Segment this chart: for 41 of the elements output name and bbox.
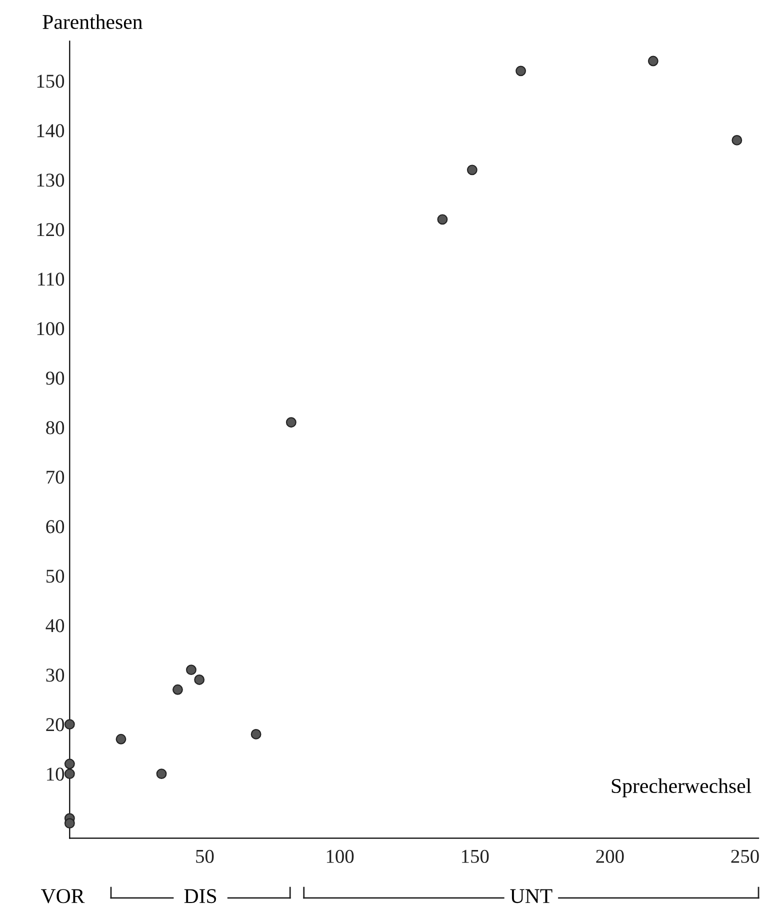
x-tick-label: 200 <box>596 850 624 863</box>
point <box>172 684 183 695</box>
point <box>466 164 478 176</box>
x-axis-title: Sprecherwechsel <box>612 778 752 798</box>
y-tick-label: 110 <box>38 272 64 286</box>
y-tick-label: 50 <box>46 570 64 583</box>
y-tick-label: 150 <box>37 74 64 88</box>
x-tick-label: 250 <box>731 850 759 863</box>
y-axis-title: Parenthesen <box>42 14 142 30</box>
point <box>648 56 658 66</box>
point <box>286 417 296 428</box>
point <box>64 818 75 829</box>
point <box>437 214 448 225</box>
point <box>64 758 75 770</box>
point <box>116 734 126 744</box>
point <box>64 768 75 780</box>
y-tick-label: 40 <box>46 619 64 632</box>
y-tick-label: 90 <box>46 372 64 385</box>
y-tick-label: 70 <box>46 470 64 484</box>
text: VOR <box>41 889 85 904</box>
point <box>732 135 742 146</box>
point <box>186 664 196 676</box>
x-tick-label: 150 <box>462 850 489 863</box>
y-tick-label: 80 <box>46 421 64 434</box>
point <box>250 728 262 740</box>
point <box>156 768 167 780</box>
text: UNT <box>510 889 552 904</box>
x-tick-label: 50 <box>196 850 214 863</box>
y-tick-label: 10 <box>47 768 64 781</box>
y-tick-label: 100 <box>37 322 64 336</box>
y-tick-label: 130 <box>37 174 64 187</box>
point <box>194 674 205 685</box>
text: DIS <box>184 889 216 904</box>
y-tick-label: 140 <box>37 124 64 138</box>
x-tick-label: 100 <box>326 850 354 863</box>
point <box>516 66 526 76</box>
y-tick-label: 30 <box>46 668 64 682</box>
y-tick-label: 60 <box>46 520 64 534</box>
point <box>64 719 75 730</box>
y-tick-label: 120 <box>37 223 64 236</box>
y-tick-label: 20 <box>46 718 64 732</box>
